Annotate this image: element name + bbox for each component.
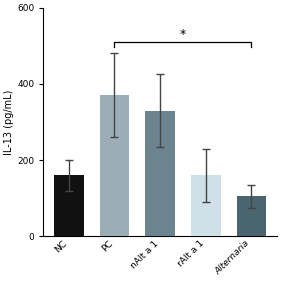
Text: *: * [180,28,186,41]
Bar [99,95,129,236]
Bar [237,196,266,236]
Bar [191,175,221,236]
Bar [145,110,175,236]
Y-axis label: IL-13 (pg/mL): IL-13 (pg/mL) [4,89,14,155]
Bar [54,175,83,236]
